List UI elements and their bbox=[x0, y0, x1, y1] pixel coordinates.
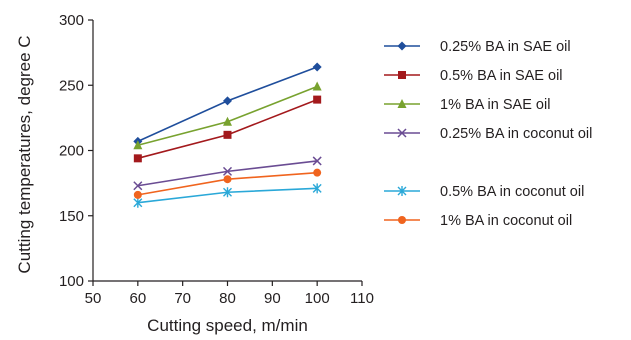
series-5 bbox=[133, 168, 322, 199]
y-ticks: 100 150 200 250 300 bbox=[59, 12, 93, 290]
x-tick-label: 100 bbox=[305, 290, 330, 307]
y-tick-label: 200 bbox=[59, 143, 84, 160]
data-point bbox=[223, 116, 232, 126]
x-tick-label: 110 bbox=[350, 290, 374, 307]
legend-item: 0.25% BA in coconut oil bbox=[384, 126, 592, 142]
legend-marker bbox=[397, 41, 407, 51]
legend-label: 1% BA in SAE oil bbox=[440, 97, 550, 113]
x-tick-label: 60 bbox=[129, 290, 146, 307]
legend-marker bbox=[397, 186, 407, 196]
series-4 bbox=[133, 183, 322, 208]
y-tick-label: 250 bbox=[59, 77, 84, 94]
legend-marker bbox=[398, 216, 406, 224]
data-point bbox=[133, 197, 143, 208]
data-point bbox=[222, 166, 233, 176]
x-ticks: 50 60 70 80 90 100 110 bbox=[85, 281, 374, 307]
legend-label: 0.25% BA in SAE oil bbox=[440, 39, 571, 55]
data-point bbox=[313, 95, 322, 104]
data-point bbox=[313, 168, 322, 177]
data-point bbox=[223, 96, 232, 106]
y-axis-title: Cutting temperatures, degree C bbox=[15, 35, 34, 273]
y-tick-label: 300 bbox=[59, 12, 84, 29]
x-tick-label: 80 bbox=[219, 290, 236, 307]
data-point bbox=[223, 175, 232, 184]
data-point bbox=[223, 130, 232, 139]
data-point bbox=[312, 156, 322, 166]
data-point bbox=[312, 81, 322, 91]
data-point bbox=[133, 181, 143, 191]
x-tick-label: 50 bbox=[85, 290, 102, 307]
series-layer bbox=[133, 62, 322, 208]
data-point bbox=[312, 62, 322, 72]
legend-marker bbox=[397, 128, 407, 138]
legend-label: 1% BA in coconut oil bbox=[440, 213, 572, 229]
legend-item: 0.5% BA in coconut oil bbox=[384, 184, 584, 200]
x-axis-title: Cutting speed, m/min bbox=[147, 316, 308, 335]
y-tick-label: 150 bbox=[59, 208, 84, 225]
x-tick-label: 90 bbox=[264, 290, 281, 307]
legend-marker bbox=[398, 71, 406, 79]
data-point bbox=[133, 154, 142, 163]
legend-label: 0.5% BA in SAE oil bbox=[440, 68, 563, 84]
legend-item: 0.25% BA in SAE oil bbox=[384, 39, 571, 55]
legend-item: 0.5% BA in SAE oil bbox=[384, 68, 563, 84]
series-1 bbox=[133, 95, 322, 163]
legend-label: 0.25% BA in coconut oil bbox=[440, 126, 592, 142]
data-point bbox=[312, 183, 322, 194]
legend: 0.25% BA in SAE oil 0.5% BA in SAE oil 1% … bbox=[384, 39, 592, 229]
data-point bbox=[133, 140, 143, 150]
x-tick-label: 70 bbox=[174, 290, 191, 307]
y-tick-label: 100 bbox=[59, 273, 84, 290]
legend-label: 0.5% BA in coconut oil bbox=[440, 184, 584, 200]
data-point bbox=[133, 190, 142, 199]
legend-item: 1% BA in SAE oil bbox=[384, 97, 550, 113]
series-3 bbox=[133, 156, 322, 191]
data-point bbox=[223, 187, 232, 198]
series-2 bbox=[133, 81, 322, 150]
legend-marker bbox=[397, 99, 407, 108]
legend-item: 1% BA in coconut oil bbox=[384, 213, 572, 229]
axes bbox=[92, 20, 362, 282]
series-0 bbox=[133, 62, 322, 146]
